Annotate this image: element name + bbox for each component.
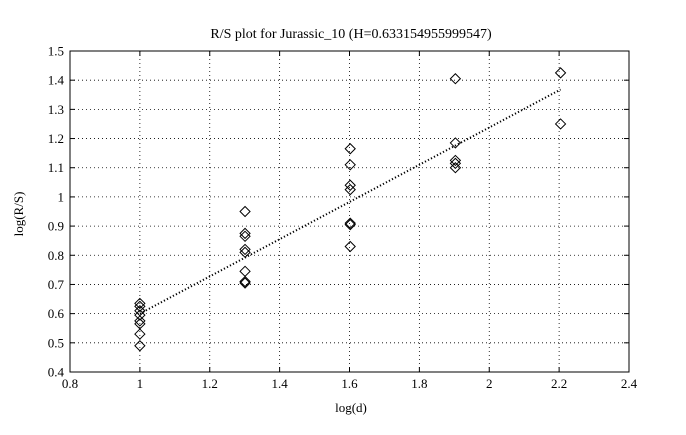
data-point-diamond [239,205,251,218]
data-point-diamond [344,218,356,231]
data-point-diamond [239,230,251,243]
y-tick-label: 1.1 [48,160,64,175]
x-axis-label: log(d) [335,400,367,415]
data-point-diamond [239,275,251,288]
y-tick-label: 1.5 [48,44,64,59]
fit-line [139,88,562,315]
data-point-diamond [134,340,146,352]
data-point-diamond [344,143,356,155]
y-tick-label: 1.2 [48,131,64,146]
y-axis-label: log(R/S) [11,192,26,237]
y-tick-label: 0.7 [48,277,65,292]
data-point-diamond [134,305,146,317]
data-point-diamond [344,159,356,171]
x-tick-label: 1.6 [341,376,358,391]
data-point-diamond [554,67,567,79]
data-point-diamond [239,277,251,289]
y-tick-label: 0.8 [48,248,64,263]
y-tick-labels: 0.4 0.5 0.6 0.7 0.8 0.9 1 1.1 1.2 1.3 1.4 1.5 [48,44,65,380]
data-point-diamond [344,179,356,191]
x-tick-label: 1 [137,376,144,391]
data-point-diamond [134,297,146,310]
x-tick-label: 2 [486,376,493,391]
grid-lines [70,51,629,372]
x-tick-label: 1.4 [272,376,289,391]
x-tick-label: 2.2 [551,376,567,391]
data-point-diamond [134,309,146,321]
x-tick-label: 0.8 [62,376,78,391]
data-point-diamond [134,328,146,340]
data-point-diamond [239,246,251,259]
data-point-diamond [239,265,251,278]
data-point-diamond [449,154,462,167]
y-tick-label: 0.5 [48,335,64,350]
data-point-diamond [239,227,251,240]
x-tick-label: 1.8 [411,376,427,391]
x-tick-label: 1.2 [202,376,218,391]
y-tick-label: 1 [58,189,65,204]
data-points [134,67,567,352]
data-point-diamond [344,217,356,229]
y-tick-label: 1.3 [48,102,64,117]
data-point-diamond [554,118,567,130]
axis-ticks [69,50,630,373]
x-tick-label: 2.4 [621,376,638,391]
y-tick-label: 0.9 [48,219,64,234]
data-point-diamond [449,73,462,85]
y-tick-label: 1.4 [48,73,65,88]
data-point-diamond [344,183,356,196]
data-point-diamond [239,243,251,256]
y-tick-label: 0.4 [48,365,65,380]
data-point-diamond [449,162,462,174]
y-tick-label: 0.6 [48,306,65,321]
chart-title: R/S plot for Jurassic_10 (H=0.6331549559… [210,27,492,42]
data-point-diamond [449,137,462,149]
data-point-diamond [134,315,146,327]
data-point-diamond [344,240,356,253]
x-tick-labels: 0.8 1 1.2 1.4 1.6 1.8 2 2.2 2.4 [62,376,638,391]
data-point-diamond [449,157,462,170]
